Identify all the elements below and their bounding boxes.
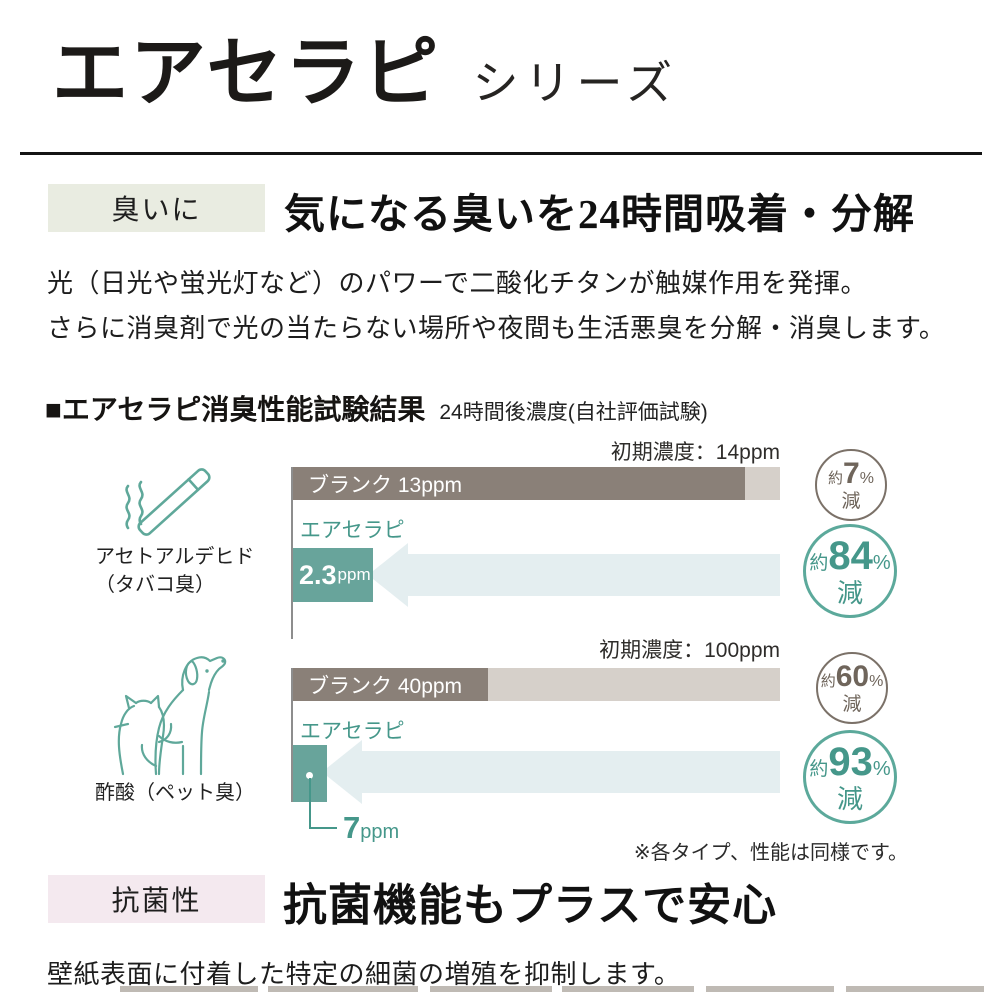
acetic-acid-chart: 初期濃度：100ppm ブランク 40ppm エアセラピ 7ppm [291, 634, 780, 859]
performance-note: ※各タイプ、性能は同様です。 [633, 842, 908, 864]
chart1-category-line2: （タバコ臭） [95, 574, 215, 596]
antibacterial-badge: 抗菌性 [48, 875, 265, 923]
chart2-product-value: 7 [343, 810, 361, 845]
odor-heading: 気になる臭いを24時間吸着・分解 [284, 191, 915, 237]
chart2-blank-bar: ブランク 40ppm [293, 668, 780, 701]
arrow-head [322, 740, 363, 804]
test-results-title: ■エアセラピ消臭性能試験結果 [45, 394, 426, 425]
reduction-suffix: 減 [836, 578, 863, 608]
chart2-product-value-callout: 7ppm [343, 810, 399, 846]
chart1-blank-bar-fill: ブランク 13ppm [293, 467, 746, 500]
reduction-number: 84 [828, 534, 873, 578]
chart1-reduction-arrow [368, 543, 780, 607]
chart2-initial-concentration: 初期濃度：100ppm [599, 639, 780, 662]
reduction-suffix: 減 [842, 694, 862, 715]
chart1-axis-line [291, 467, 293, 639]
chart2-blank-bar-fill: ブランク 40ppm [293, 668, 488, 701]
cigarette-icon [125, 468, 211, 536]
chart1-blank-bar-label: ブランク 13ppm [308, 473, 463, 497]
series-name: エアセラピ [52, 31, 441, 116]
chart2-category-line1: 酢酸（ペット臭） [95, 782, 255, 804]
chart2-reduction-arrow [322, 740, 780, 804]
chart2-blank-reduction-badge: 約 60% 減 [816, 652, 888, 724]
chart1-blank-bar: ブランク 13ppm [293, 467, 780, 500]
chart1-category-label: アセトアルデヒド （タバコ臭） [95, 543, 254, 599]
reduction-number: 93 [828, 740, 873, 784]
callout-line-vertical [309, 778, 311, 829]
arrow-head [368, 543, 408, 607]
dog-cat-icon [113, 656, 227, 776]
chart1-product-reduction-badge: 約 84% 減 [803, 524, 897, 618]
odor-description-line2: さらに消臭剤で光の当たらない場所や夜間も生活悪臭を分解・消臭します。 [47, 314, 946, 343]
reduction-unit: % [869, 673, 884, 690]
antibacterial-heading: 抗菌機能もプラスで安心 [283, 881, 778, 930]
chart2-product-reduction-badge: 約 93% 減 [803, 730, 897, 824]
series-suffix: シリーズ [472, 57, 679, 109]
cutoff-next-section-strip [0, 986, 1000, 994]
arrow-shaft [407, 554, 780, 596]
antibacterial-description: 壁紙表面に付着した特定の細菌の増殖を抑制します。 [47, 960, 681, 989]
reduction-prefix: 約 [820, 673, 836, 690]
reduction-suffix: 減 [836, 784, 863, 814]
chart2-blank-bar-label: ブランク 40ppm [308, 674, 463, 698]
reduction-prefix: 約 [809, 553, 829, 574]
chart1-initial-concentration: 初期濃度：14ppm [610, 441, 780, 464]
reduction-number: 60 [835, 660, 870, 693]
reduction-unit: % [872, 758, 891, 780]
chart1-blank-reduction-badge: 約 7% 減 [815, 449, 887, 521]
test-results-subtitle: 24時間後濃度(自社評価試験) [439, 401, 708, 424]
chart1-category-line1: アセトアルデヒド [95, 546, 255, 568]
callout-dot [306, 772, 313, 779]
chart2-category-label: 酢酸（ペット臭） [95, 779, 255, 807]
reduction-unit: % [859, 470, 874, 487]
chart1-product-series-label: エアセラピ [300, 519, 405, 542]
reduction-unit: % [872, 552, 891, 574]
chart1-product-unit: ppm [337, 565, 371, 584]
arrow-shaft [361, 751, 780, 793]
reduction-prefix: 約 [809, 759, 829, 780]
reduction-suffix: 減 [841, 491, 861, 512]
callout-line-horizontal [309, 827, 337, 829]
page-title: エアセラピ シリーズ [52, 34, 678, 114]
reduction-prefix: 約 [828, 470, 844, 487]
title-divider [20, 152, 982, 155]
odor-description-line1: 光（日光や蛍光灯など）のパワーで二酸化チタンが触媒作用を発揮。 [47, 269, 867, 298]
test-results-heading: ■エアセラピ消臭性能試験結果 24時間後濃度(自社評価試験) [45, 388, 708, 428]
chart1-product-value: 2.3 [299, 559, 337, 590]
chart2-axis-line [291, 668, 293, 802]
acetaldehyde-chart: 初期濃度：14ppm ブランク 13ppm エアセラピ 2.3 ppm [291, 436, 780, 639]
chart2-product-series-label: エアセラピ [300, 720, 405, 743]
chart2-product-unit: ppm [360, 821, 400, 843]
chart1-product-bar: 2.3 ppm [293, 548, 373, 602]
odor-badge: 臭いに [48, 184, 265, 232]
reduction-number: 7 [843, 457, 860, 490]
